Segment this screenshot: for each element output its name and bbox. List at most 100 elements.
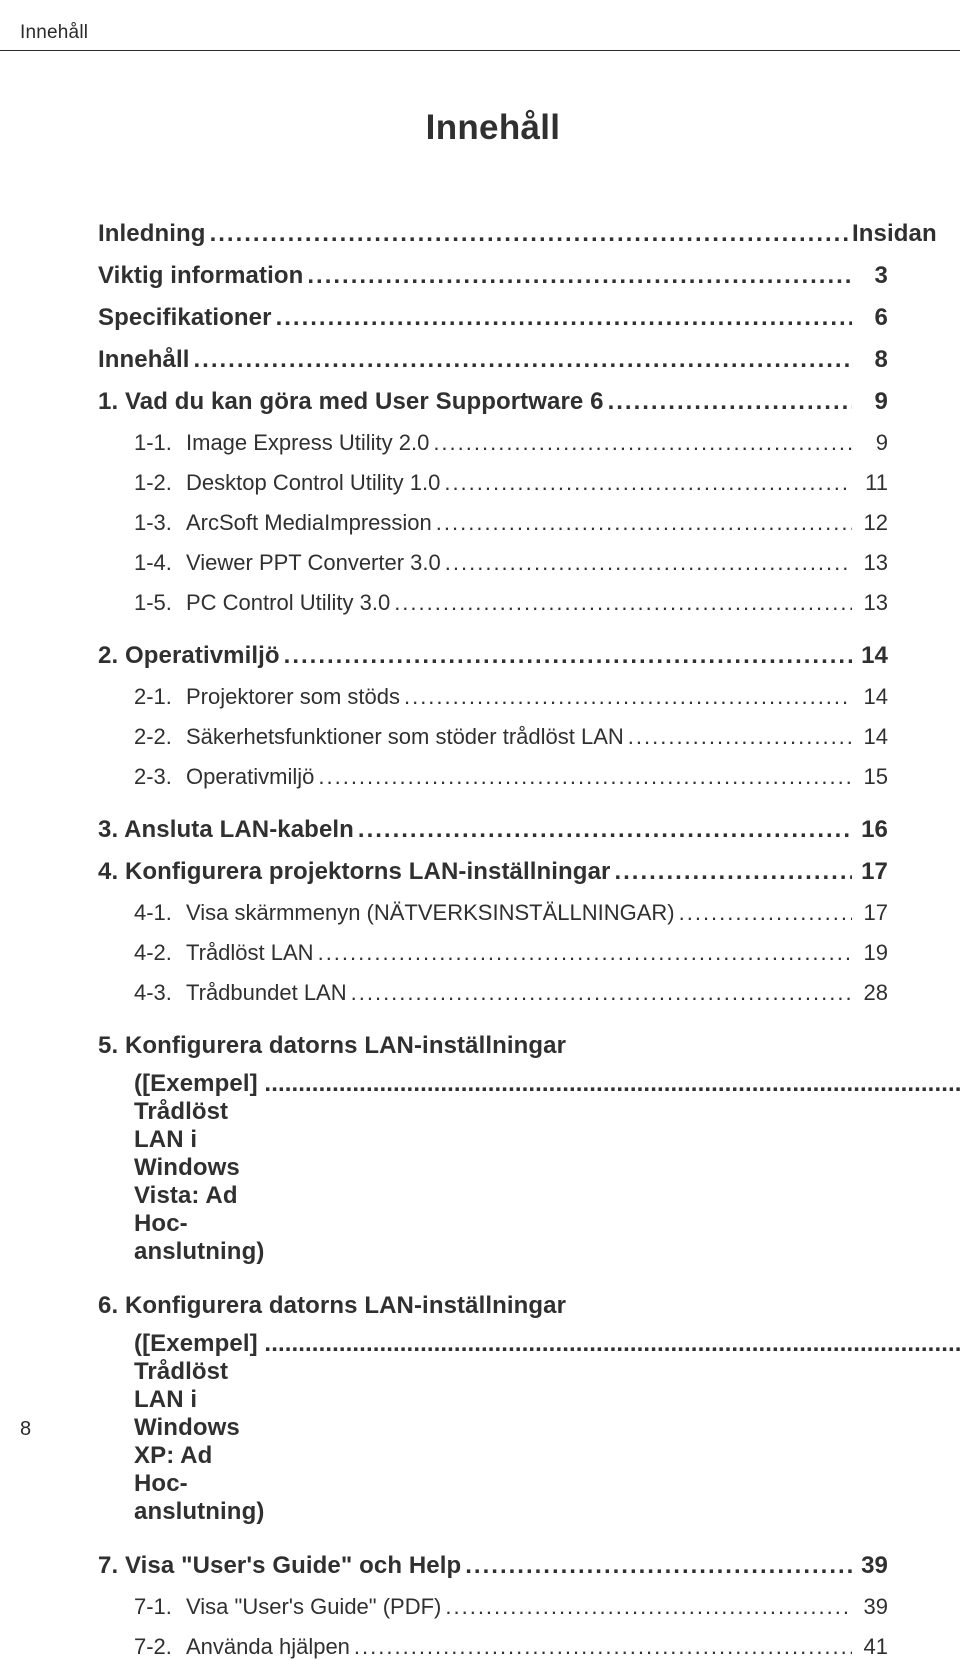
toc-entry-label: 1. Vad du kan göra med User Supportware … — [98, 388, 604, 416]
toc-entry-label: Visa "User's Guide" (PDF) — [186, 1594, 441, 1620]
toc-entry-label: Trådlöst LAN — [186, 940, 314, 966]
toc-leader: ........................................… — [314, 940, 852, 966]
toc-entry-label: Använda hjälpen — [186, 1634, 350, 1660]
toc-entry-label: Viktig information — [98, 262, 303, 290]
toc-entry-label: Säkerhetsfunktioner som stöder trådlöst … — [186, 724, 624, 750]
toc-entry-page: 13 — [852, 590, 888, 616]
toc-entry-label: Desktop Control Utility 1.0 — [186, 470, 440, 496]
toc-entry-page: 17 — [852, 858, 888, 886]
toc-leader: ........................................… — [461, 1552, 852, 1580]
toc-entry-number: 2-2. — [134, 724, 186, 750]
toc-leader: ........................................… — [390, 590, 852, 616]
toc-leader: ........................................… — [280, 642, 852, 670]
toc-entry-page: 16 — [852, 816, 888, 844]
page-number: 8 — [20, 1418, 31, 1441]
toc-entry-level2: 1-2. Desktop Control Utility 1.0........… — [98, 470, 888, 496]
toc-entry-label-line1: 6. Konfigurera datorns LAN-inställningar — [98, 1292, 888, 1320]
toc-leader: ........................................… — [432, 510, 852, 536]
toc-entry-page: 41 — [852, 1634, 888, 1660]
toc-entry-number: 4-3. — [134, 980, 186, 1006]
toc-entry-number: 2-1. — [134, 684, 186, 710]
toc-entry-level2: 4-1. Visa skärmmenyn (NÄTVERKSINSTÄLLNIN… — [98, 900, 888, 926]
toc-entry-level1: 4. Konfigurera projektorns LAN-inställni… — [98, 858, 888, 886]
toc-leader: ........................................… — [610, 858, 852, 886]
toc-entry-page: 6 — [852, 304, 888, 332]
toc-entry-label: Specifikationer — [98, 304, 272, 332]
toc-entry-level1: Innehåll................................… — [98, 346, 888, 374]
toc-entry-page: 3 — [852, 262, 888, 290]
toc-entry-number: 1-1. — [134, 430, 186, 456]
toc-entry-label: Operativmiljö — [186, 764, 314, 790]
toc-leader: ........................................… — [604, 388, 852, 416]
toc-entry-label: Visa skärmmenyn (NÄTVERKSINSTÄLLNINGAR) — [186, 900, 675, 926]
toc-entry-level2: 1-3. ArcSoft MediaImpression............… — [98, 510, 888, 536]
toc-entry-level2: 4-2. Trådlöst LAN.......................… — [98, 940, 888, 966]
toc-entry-page: 11 — [852, 470, 888, 496]
toc-entry-label: PC Control Utility 3.0 — [186, 590, 390, 616]
toc-entry-page: 17 — [852, 900, 888, 926]
toc-entry-level1: 7. Visa "User's Guide" och Help.........… — [98, 1552, 888, 1580]
toc-entry-number: 2-3. — [134, 764, 186, 790]
toc-leader: ........................................… — [354, 816, 852, 844]
toc-leader: ........................................… — [206, 220, 852, 248]
toc-entry-number: 1-4. — [134, 550, 186, 576]
toc-entry-page: 13 — [852, 550, 888, 576]
toc-entry-level1: 1. Vad du kan göra med User Supportware … — [98, 388, 888, 416]
toc-entry-page: 9 — [852, 430, 888, 456]
toc-entry-number: 7-1. — [134, 1594, 186, 1620]
toc-leader: ........................................… — [189, 346, 852, 374]
toc-entry-label: Viewer PPT Converter 3.0 — [186, 550, 441, 576]
toc-entry-label: 7. Visa "User's Guide" och Help — [98, 1552, 461, 1580]
toc-leader: ........................................… — [429, 430, 852, 456]
toc-entry-page: 9 — [852, 388, 888, 416]
toc-entry-label: 3. Ansluta LAN-kabeln — [98, 816, 354, 844]
toc-leader: ........................................… — [264, 1070, 960, 1098]
toc-entry-label-line2: ([Exempel] Trådlöst LAN i Windows Vista:… — [98, 1070, 888, 1266]
toc-entry-label: Image Express Utility 2.0 — [186, 430, 429, 456]
toc-entry-label-line1: 5. Konfigurera datorns LAN-inställningar — [98, 1032, 888, 1060]
toc-entry-level1: 2. Operativmiljö........................… — [98, 642, 888, 670]
page: Innehåll Innehåll Inledning.............… — [0, 0, 960, 1475]
toc-entry-level2: 1-4. Viewer PPT Converter 3.0...........… — [98, 550, 888, 576]
toc-entry-label: Projektorer som stöds — [186, 684, 400, 710]
table-of-contents: Inledning...............................… — [98, 220, 888, 1660]
toc-entry-label: Inledning — [98, 220, 206, 248]
toc-entry-page: 19 — [852, 940, 888, 966]
toc-leader: ........................................… — [314, 764, 852, 790]
toc-entry-page: 39 — [852, 1552, 888, 1580]
toc-entry-page: 14 — [852, 724, 888, 750]
toc-entry-label: 4. Konfigurera projektorns LAN-inställni… — [98, 858, 610, 886]
toc-entry-level2: 4-3. Trådbundet LAN.....................… — [98, 980, 888, 1006]
toc-entry-page: 39 — [852, 1594, 888, 1620]
toc-entry-level2: 2-2. Säkerhetsfunktioner som stöder tråd… — [98, 724, 888, 750]
toc-entry-number: 1-5. — [134, 590, 186, 616]
toc-entry-page: 12 — [852, 510, 888, 536]
toc-entry-level2: 2-1. Projektorer som stöds..............… — [98, 684, 888, 710]
toc-leader: ........................................… — [624, 724, 852, 750]
toc-leader: ........................................… — [347, 980, 852, 1006]
toc-entry-label: ([Exempel] Trådlöst LAN i Windows Vista:… — [134, 1070, 264, 1266]
toc-entry-label-line2: ([Exempel] Trådlöst LAN i Windows XP: Ad… — [98, 1330, 888, 1526]
running-head: Innehåll — [20, 22, 88, 44]
toc-leader: ........................................… — [441, 1594, 852, 1620]
toc-entry-label: ([Exempel] Trådlöst LAN i Windows XP: Ad… — [134, 1330, 264, 1526]
toc-leader: ........................................… — [675, 900, 852, 926]
toc-entry-level1: 3. Ansluta LAN-kabeln...................… — [98, 816, 888, 844]
toc-entry-page: 8 — [852, 346, 888, 374]
toc-entry-page: 14 — [852, 684, 888, 710]
toc-leader: ........................................… — [303, 262, 852, 290]
page-title: Innehåll — [98, 108, 888, 148]
toc-entry-level2: 1-5. PC Control Utility 3.0.............… — [98, 590, 888, 616]
toc-leader: ........................................… — [350, 1634, 852, 1660]
toc-entry-level2: 7-2. Använda hjälpen....................… — [98, 1634, 888, 1660]
toc-entry-multiline: 6. Konfigurera datorns LAN-inställningar… — [98, 1292, 888, 1526]
toc-leader: ........................................… — [440, 470, 852, 496]
toc-leader: ........................................… — [441, 550, 852, 576]
toc-entry-page: 28 — [852, 980, 888, 1006]
running-rule — [0, 50, 960, 51]
toc-entry-number: 4-1. — [134, 900, 186, 926]
toc-entry-page: 15 — [852, 764, 888, 790]
toc-entry-label: 2. Operativmiljö — [98, 642, 280, 670]
toc-entry-page: 14 — [852, 642, 888, 670]
page-body: Innehåll Inledning......................… — [98, 108, 888, 1660]
